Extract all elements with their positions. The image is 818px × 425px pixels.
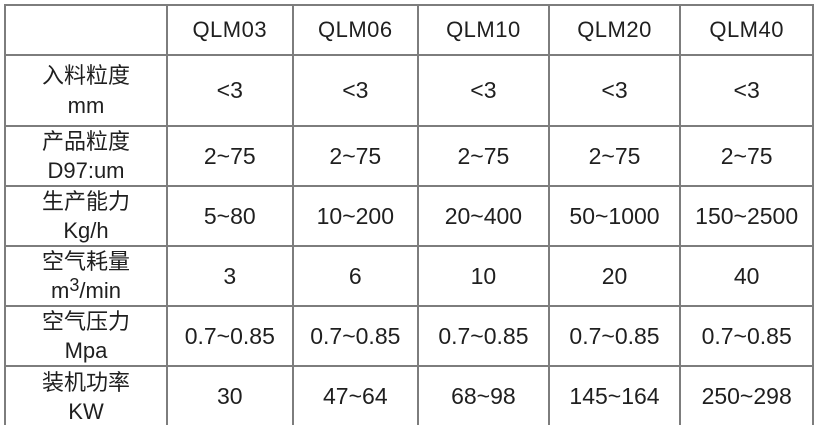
- row-label-unit: Kg/h: [63, 218, 109, 244]
- cell-value: 2~75: [417, 124, 550, 188]
- row-label-feed-size: 入料粒度 mm: [4, 54, 168, 127]
- cell-value: 150~2500: [679, 185, 814, 248]
- cell-value: 20: [547, 245, 682, 308]
- cell-value: 50~1000: [547, 185, 682, 248]
- column-header-qlm20: QLM20: [547, 4, 682, 56]
- row-label-unit: mm: [67, 92, 105, 118]
- spec-table: QLM03 QLM06 QLM10 QLM20 QLM40 入料粒度 mm <3…: [4, 4, 814, 425]
- cell-value: 0.7~0.85: [166, 305, 294, 368]
- corner-cell: [4, 4, 168, 56]
- row-label-unit: Mpa: [64, 338, 108, 364]
- cell-value: 2~75: [547, 124, 682, 188]
- row-label-zh: 装机功率: [41, 369, 130, 395]
- cell-value: 10~200: [291, 185, 420, 248]
- cell-value: 10: [417, 245, 550, 308]
- cell-value: 2~75: [291, 124, 420, 188]
- cell-value: 6: [291, 245, 420, 308]
- row-label-air-pressure: 空气压力 Mpa: [4, 305, 168, 368]
- cell-value: 0.7~0.85: [679, 305, 814, 368]
- table-row-air-pressure: 空气压力 Mpa 0.7~0.85 0.7~0.85 0.7~0.85 0.7~…: [4, 305, 814, 368]
- row-label-zh: 空气耗量: [41, 249, 130, 275]
- cell-value: 2~75: [166, 124, 294, 188]
- cell-value: 0.7~0.85: [291, 305, 420, 368]
- table-header-row: QLM03 QLM06 QLM10 QLM20 QLM40: [4, 4, 814, 56]
- table-row-air-consumption: 空气耗量 m3/min 3 6 10 20 40: [4, 245, 814, 308]
- table-row-feed-size: 入料粒度 mm <3 <3 <3 <3 <3: [4, 54, 814, 127]
- row-label-zh: 产品粒度: [41, 129, 130, 154]
- row-label-zh: 空气压力: [41, 309, 130, 335]
- cell-value: 0.7~0.85: [547, 305, 682, 368]
- cell-value: 5~80: [166, 185, 294, 248]
- column-header-qlm03: QLM03: [166, 4, 294, 56]
- cell-value: <3: [679, 54, 814, 127]
- row-label-capacity: 生产能力 Kg/h: [4, 185, 168, 248]
- table-row-product-size: 产品粒度 D97:um 2~75 2~75 2~75 2~75 2~75: [4, 124, 814, 188]
- cell-value: 47~64: [291, 365, 420, 425]
- row-label-installed-power: 装机功率 KW: [4, 365, 168, 425]
- column-header-qlm40: QLM40: [679, 4, 814, 56]
- row-label-product-size: 产品粒度 D97:um: [4, 124, 168, 188]
- row-label-unit: D97:um: [47, 158, 125, 184]
- row-label-air-consumption: 空气耗量 m3/min: [4, 245, 168, 308]
- table-row-capacity: 生产能力 Kg/h 5~80 10~200 20~400 50~1000 150…: [4, 185, 814, 248]
- cell-value: 250~298: [679, 365, 814, 425]
- cell-value: <3: [291, 54, 420, 127]
- column-header-qlm06: QLM06: [291, 4, 420, 56]
- column-header-qlm10: QLM10: [417, 4, 550, 56]
- cell-value: 68~98: [417, 365, 550, 425]
- cell-value: 145~164: [547, 365, 682, 425]
- table-row-installed-power: 装机功率 KW 30 47~64 68~98 145~164 250~298: [4, 365, 814, 425]
- superscript-3: 3: [69, 275, 80, 296]
- cell-value: <3: [166, 54, 294, 127]
- cell-value: 40: [679, 245, 814, 308]
- cell-value: 30: [166, 365, 294, 425]
- cell-value: <3: [417, 54, 550, 127]
- row-label-zh: 生产能力: [41, 189, 130, 215]
- cell-value: 3: [166, 245, 294, 308]
- row-label-unit: m3/min: [51, 275, 121, 304]
- row-label-unit: KW: [68, 398, 104, 424]
- cell-value: 20~400: [417, 185, 550, 248]
- cell-value: 2~75: [679, 124, 814, 188]
- cell-value: 0.7~0.85: [417, 305, 550, 368]
- cell-value: <3: [547, 54, 682, 127]
- row-label-zh: 入料粒度: [41, 63, 130, 89]
